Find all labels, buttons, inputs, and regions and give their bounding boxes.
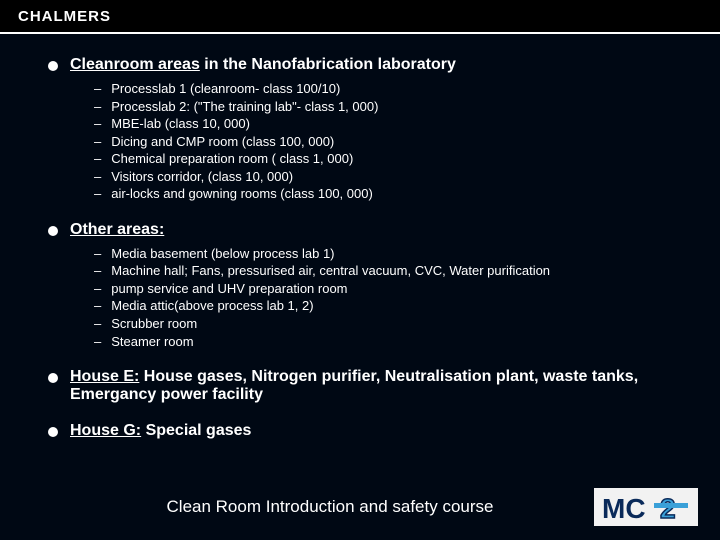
- section: Cleanroom areas in the Nanofabrication l…: [48, 56, 680, 203]
- bullet-icon: [48, 427, 58, 437]
- dash-icon: –: [94, 115, 101, 133]
- sub-item: –Steamer room: [94, 333, 680, 351]
- sub-item-text: air-locks and gowning rooms (class 100, …: [111, 185, 680, 203]
- section: House G: Special gases: [48, 422, 680, 440]
- dash-icon: –: [94, 315, 101, 333]
- dash-icon: –: [94, 133, 101, 151]
- sub-item: –Media attic(above process lab 1, 2): [94, 297, 680, 315]
- sub-item: –Visitors corridor, (class 10, 000): [94, 168, 680, 186]
- sub-item: – pump service and UHV preparation room: [94, 280, 680, 298]
- section-title-underlined: House E:: [70, 368, 139, 385]
- section-title-suffix: in the Nanofabrication laboratory: [200, 56, 456, 73]
- bullet-icon: [48, 373, 58, 383]
- sub-item-text: Visitors corridor, (class 10, 000): [111, 168, 680, 186]
- dash-icon: –: [94, 333, 101, 351]
- sub-item-text: Steamer room: [111, 333, 680, 351]
- section-title-row: House E: House gases, Nitrogen purifier,…: [48, 368, 680, 404]
- section-title-row: Cleanroom areas in the Nanofabrication l…: [48, 56, 680, 74]
- section: House E: House gases, Nitrogen purifier,…: [48, 368, 680, 404]
- sub-item-text: Machine hall; Fans, pressurised air, cen…: [111, 262, 680, 280]
- sub-list: –Processlab 1 (cleanroom- class 100/10)–…: [48, 80, 680, 203]
- sub-item: –Media basement (below process lab 1): [94, 245, 680, 263]
- slide-footer: Clean Room Introduction and safety cours…: [0, 488, 720, 526]
- dash-icon: –: [94, 185, 101, 203]
- header-bar: CHALMERS: [0, 0, 720, 34]
- sub-item-text: MBE-lab (class 10, 000): [111, 115, 680, 133]
- sub-item: –Chemical preparation room ( class 1, 00…: [94, 150, 680, 168]
- sub-item: –Processlab 2: ("The training lab"- clas…: [94, 98, 680, 116]
- dash-icon: –: [94, 98, 101, 116]
- section-title: Other areas:: [70, 221, 164, 239]
- sub-item-text: Processlab 2: ("The training lab"- class…: [111, 98, 680, 116]
- mc2-logo: MC 2: [590, 488, 702, 526]
- sub-item: –air-locks and gowning rooms (class 100,…: [94, 185, 680, 203]
- section-title-row: House G: Special gases: [48, 422, 680, 440]
- footer-title: Clean Room Introduction and safety cours…: [0, 497, 590, 517]
- section-title-underlined: Cleanroom areas: [70, 56, 200, 73]
- section-title-suffix: Special gases: [141, 422, 251, 439]
- sub-item: –Processlab 1 (cleanroom- class 100/10): [94, 80, 680, 98]
- sub-list: –Media basement (below process lab 1)–Ma…: [48, 245, 680, 350]
- chalmers-logo-text: CHALMERS: [18, 8, 111, 25]
- bullet-icon: [48, 226, 58, 236]
- sub-item-text: pump service and UHV preparation room: [111, 280, 680, 298]
- dash-icon: –: [94, 280, 101, 298]
- sub-item-text: Dicing and CMP room (class 100, 000): [111, 133, 680, 151]
- bullet-icon: [48, 61, 58, 71]
- svg-text:2: 2: [660, 493, 676, 524]
- section-title-underlined: Other areas:: [70, 221, 164, 238]
- logo-mc-text: MC: [602, 493, 646, 524]
- slide-content: Cleanroom areas in the Nanofabrication l…: [0, 34, 720, 440]
- dash-icon: –: [94, 297, 101, 315]
- dash-icon: –: [94, 150, 101, 168]
- dash-icon: –: [94, 245, 101, 263]
- sub-item: –MBE-lab (class 10, 000): [94, 115, 680, 133]
- section: Other areas:–Media basement (below proce…: [48, 221, 680, 350]
- section-title: House E: House gases, Nitrogen purifier,…: [70, 368, 680, 404]
- dash-icon: –: [94, 80, 101, 98]
- section-title-suffix: House gases, Nitrogen purifier, Neutrali…: [70, 368, 638, 403]
- dash-icon: –: [94, 262, 101, 280]
- sub-item: –Dicing and CMP room (class 100, 000): [94, 133, 680, 151]
- sub-item: –Scrubber room: [94, 315, 680, 333]
- sub-item-text: Scrubber room: [111, 315, 680, 333]
- sub-item-text: Media basement (below process lab 1): [111, 245, 680, 263]
- section-title-row: Other areas:: [48, 221, 680, 239]
- section-title: House G: Special gases: [70, 422, 251, 440]
- sub-item-text: Chemical preparation room ( class 1, 000…: [111, 150, 680, 168]
- sub-item-text: Processlab 1 (cleanroom- class 100/10): [111, 80, 680, 98]
- sub-item: –Machine hall; Fans, pressurised air, ce…: [94, 262, 680, 280]
- section-title: Cleanroom areas in the Nanofabrication l…: [70, 56, 456, 74]
- section-title-underlined: House G:: [70, 422, 141, 439]
- sub-item-text: Media attic(above process lab 1, 2): [111, 297, 680, 315]
- dash-icon: –: [94, 168, 101, 186]
